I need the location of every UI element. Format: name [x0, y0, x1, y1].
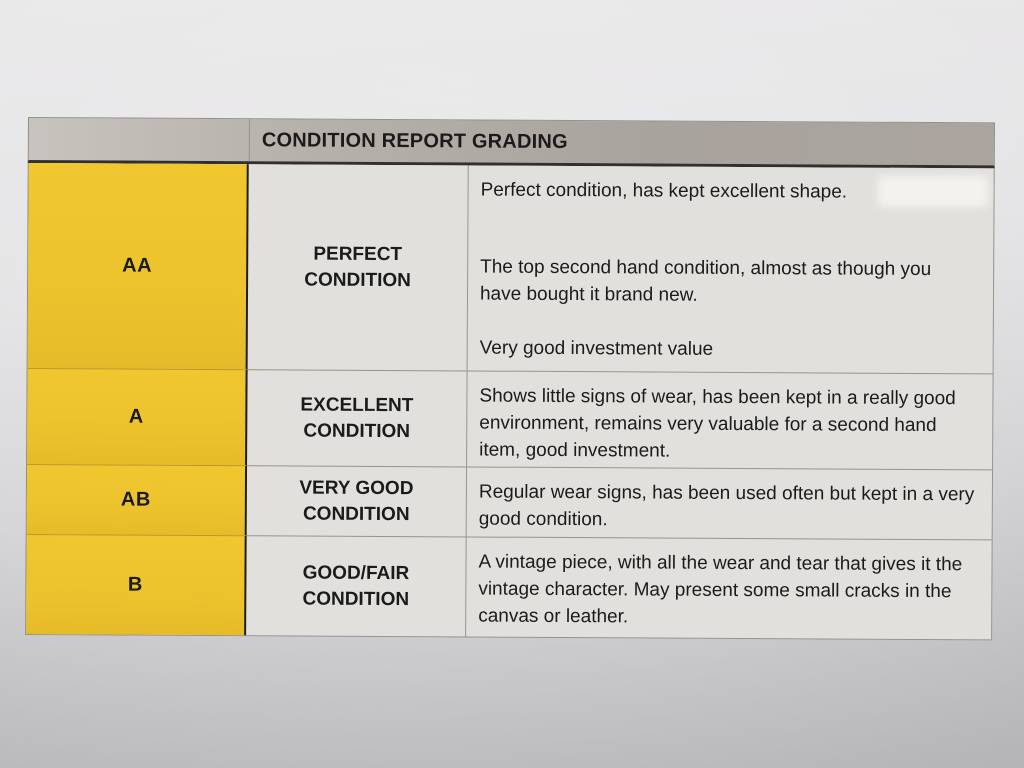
- description-cell-ab: Regular wear signs, has been used often …: [466, 466, 993, 540]
- condition-cell-a: EXCELLENT CONDITION: [247, 369, 468, 467]
- condition-label-aa: PERFECT CONDITION: [304, 243, 411, 291]
- description-cell-a: Shows little signs of wear, has been kep…: [467, 370, 993, 470]
- condition-cell-b: GOOD/FAIR CONDITION: [246, 535, 467, 637]
- description-paragraph: A vintage piece, with all the wear and t…: [478, 551, 963, 628]
- condition-label-a: EXCELLENT CONDITION: [300, 394, 414, 442]
- description-cell-b: A vintage piece, with all the wear and t…: [466, 536, 992, 640]
- table-header-row: CONDITION REPORT GRADING: [27, 117, 995, 169]
- table-row-ab: AB VERY GOOD CONDITION Regular wear sign…: [26, 464, 993, 540]
- table-body: AA PERFECT CONDITION Perfect condition, …: [25, 162, 995, 641]
- table-title: CONDITION REPORT GRADING: [261, 128, 568, 153]
- description-paragraph: Very good investment value: [479, 337, 714, 360]
- table-row-aa: AA PERFECT CONDITION Perfect condition, …: [27, 163, 994, 373]
- description-paragraph: Shows little signs of wear, has been kep…: [479, 385, 956, 462]
- grade-cell-a: A: [27, 368, 248, 466]
- whiteout-patch: [878, 176, 988, 207]
- grade-cell-b: B: [26, 533, 247, 636]
- condition-cell-ab: VERY GOOD CONDITION: [246, 465, 468, 537]
- table-row-b: B GOOD/FAIR CONDITION A vintage piece, w…: [26, 533, 992, 640]
- grade-cell-ab: AB: [26, 464, 248, 536]
- condition-cell-aa: PERFECT CONDITION: [247, 164, 469, 371]
- condition-label-ab: VERY GOOD CONDITION: [299, 477, 414, 525]
- condition-label-b: GOOD/FAIR CONDITION: [302, 562, 410, 610]
- description-paragraph: The top second hand condition, almost as…: [479, 256, 932, 306]
- header-grade-spacer-cell: [28, 118, 250, 162]
- table-title-cell: CONDITION REPORT GRADING: [250, 119, 994, 165]
- table-row-a: A EXCELLENT CONDITION Shows little signs…: [27, 368, 993, 470]
- grade-cell-aa: AA: [27, 163, 249, 370]
- condition-grading-table: CONDITION REPORT GRADING AA PERFECT COND…: [25, 117, 995, 641]
- description-paragraph: Regular wear signs, has been used often …: [478, 481, 975, 531]
